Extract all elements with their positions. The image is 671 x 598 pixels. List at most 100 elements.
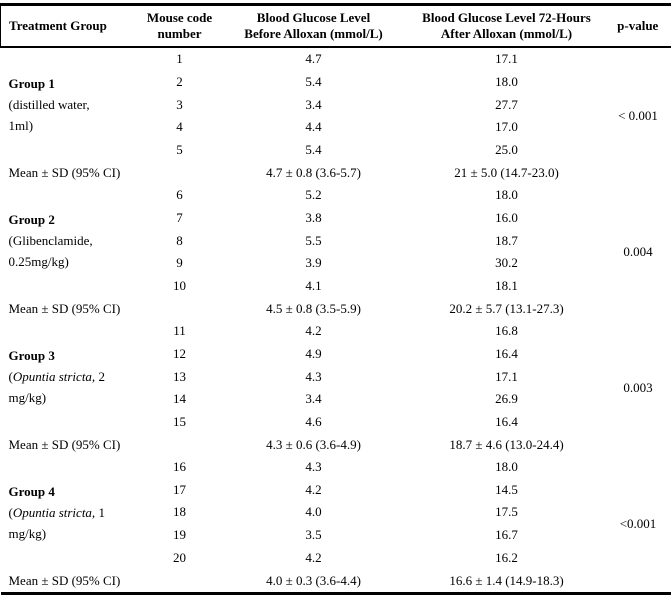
after-value-cell: 25.0 <box>495 141 518 157</box>
after-value-cell: 17.1 <box>495 368 518 384</box>
empty-cell <box>141 569 219 593</box>
column-header-3: Blood Glucose Level Before Alloxan (mmol… <box>218 3 409 48</box>
mean-row: Mean ± SD (95% CI) 4.7 ± 0.8 (3.6-5.7) 21 … <box>1 161 671 184</box>
mouse-number-cell: 17 <box>173 481 186 497</box>
before-value-cell: 3.4 <box>305 391 322 407</box>
p-value-cell: 0.003 <box>623 379 653 395</box>
mouse-number-cell: 9 <box>176 255 183 271</box>
column-header-4: Blood Glucose Level 72-Hours After Allox… <box>408 3 605 48</box>
table-row: Group 3 (Opuntia stricta, 2 mg/kg) 11 4.2 16… <box>1 320 671 405</box>
after-value-cell: 16.8 <box>495 323 518 339</box>
p-value-cell: <0.001 <box>619 515 657 531</box>
mean-after-cell: 20.2 ± 5.7 (13.1-27.3) <box>449 300 564 316</box>
table-row: 13 4.3 17.1 <box>1 365 671 388</box>
group-label: Group 3 (Opuntia stricta, 2 mg/kg) <box>1 320 141 433</box>
mouse-number-cell: 12 <box>173 345 186 361</box>
before-value-cell: 4.6 <box>305 413 322 429</box>
mouse-number-cell: 11 <box>173 323 186 339</box>
before-value-cell: 4.4 <box>305 119 322 135</box>
empty-cell <box>141 161 219 184</box>
group-desc: (distilled water, 1ml) <box>8 97 90 134</box>
table-row: 7 3.8 16.0 <box>1 207 671 230</box>
after-value-cell: 16.7 <box>495 527 518 543</box>
mouse-number-cell: 15 <box>173 413 186 429</box>
table-row: 14 3.4 26.9 <box>1 388 671 411</box>
mouse-number-cell: 2 <box>176 74 183 90</box>
mean-row: Mean ± SD (95% CI) 4.0 ± 0.3 (3.6-4.4) 16.… <box>1 569 671 593</box>
mean-before-cell: 4.7 ± 0.8 (3.6-5.7) <box>266 164 361 180</box>
after-value-cell: 18.7 <box>495 232 518 248</box>
mouse-number-cell: 5 <box>176 141 183 157</box>
mouse-number-cell: 14 <box>173 391 186 407</box>
group-name: Group 2 <box>8 212 55 228</box>
table-row: 15 4.6 16.4 <box>1 411 671 434</box>
mean-before-cell: 4.0 ± 0.3 (3.6-4.4) <box>266 572 361 588</box>
mean-after-cell: 21 ± 5.0 (14.7-23.0) <box>454 164 559 180</box>
before-value-cell: 5.4 <box>305 74 322 90</box>
before-value-cell: 3.4 <box>305 96 322 112</box>
table-body: Group 1 (distilled water, 1ml) 1 4.7 17.1 < 0… <box>1 47 671 594</box>
header-row: Treatment Group Mouse code number Blood Gl… <box>0 3 671 48</box>
table-row: 10 4.1 18.1 <box>1 275 671 298</box>
before-value-cell: 4.9 <box>305 345 322 361</box>
mouse-number-cell: 18 <box>173 504 186 520</box>
before-value-cell: 4.2 <box>305 323 322 339</box>
table-row: 5 5.4 25.0 <box>1 139 671 162</box>
before-value-cell: 4.1 <box>305 277 322 293</box>
before-value-cell: 4.0 <box>305 504 322 520</box>
mean-row: Mean ± SD (95% CI) 4.5 ± 0.8 (3.5-5.9) 20.… <box>1 297 671 320</box>
before-value-cell: 5.4 <box>305 141 322 157</box>
group-desc: (Opuntia stricta, 1 mg/kg) <box>8 504 105 541</box>
group-label: Group 2 (Glibenclamide, 0.25mg/kg) <box>1 184 141 297</box>
before-value-cell: 4.2 <box>305 549 322 565</box>
after-value-cell: 18.0 <box>495 187 518 203</box>
table-row: 8 5.5 18.7 <box>1 229 671 252</box>
mouse-number-cell: 20 <box>173 549 186 565</box>
before-value-cell: 4.7 <box>305 51 322 67</box>
blood-glucose-table: Treatment Group Mouse code number Blood Gl… <box>0 3 671 595</box>
after-value-cell: 27.7 <box>495 96 518 112</box>
table-row: 18 4.0 17.5 <box>1 501 671 524</box>
mean-label-cell: Mean ± SD (95% CI) <box>8 572 121 588</box>
after-value-cell: 16.0 <box>495 209 518 225</box>
group-name: Group 4 <box>8 483 55 499</box>
p-value-cell: < 0.001 <box>618 107 658 123</box>
empty-cell <box>141 297 219 320</box>
after-value-cell: 18.0 <box>495 459 518 475</box>
table-row: 19 3.5 16.7 <box>1 524 671 547</box>
table-row: 4 4.4 17.0 <box>1 116 671 139</box>
before-value-cell: 5.5 <box>305 232 322 248</box>
table-row: Group 2 (Glibenclamide, 0.25mg/kg) 6 5.2 18.… <box>1 184 671 269</box>
after-value-cell: 16.4 <box>495 345 518 361</box>
mouse-number-cell: 3 <box>176 96 183 112</box>
mean-after-cell: 18.7 ± 4.6 (13.0-24.4) <box>449 436 564 452</box>
table-row: 3 3.4 27.7 <box>1 93 671 116</box>
after-value-cell: 18.0 <box>495 74 518 90</box>
table-row: Group 1 (distilled water, 1ml) 1 4.7 17.1 < 0… <box>1 47 671 133</box>
before-value-cell: 4.2 <box>305 481 322 497</box>
table-row: Group 4 (Opuntia stricta, 1 mg/kg) 16 4.3 18… <box>1 456 671 541</box>
before-value-cell: 3.9 <box>305 255 322 271</box>
group-name: Group 3 <box>8 348 55 364</box>
mouse-number-cell: 6 <box>176 187 183 203</box>
after-value-cell: 16.4 <box>495 413 518 429</box>
mean-before-cell: 4.5 ± 0.8 (3.5-5.9) <box>266 300 361 316</box>
table-row: 17 4.2 14.5 <box>1 479 671 502</box>
after-value-cell: 26.9 <box>495 391 518 407</box>
mean-after-cell: 16.6 ± 1.4 (14.9-18.3) <box>449 572 564 588</box>
empty-cell <box>141 433 219 456</box>
table-header: Treatment Group Mouse code number Blood Gl… <box>0 3 671 48</box>
before-value-cell: 5.2 <box>305 187 322 203</box>
mouse-number-cell: 4 <box>176 119 183 135</box>
table-row: 9 3.9 30.2 <box>1 252 671 275</box>
mean-label-cell: Mean ± SD (95% CI) <box>8 300 121 316</box>
after-value-cell: 30.2 <box>495 255 518 271</box>
mean-before-cell: 4.3 ± 0.6 (3.6-4.9) <box>266 436 361 452</box>
table-row: 12 4.9 16.4 <box>1 343 671 366</box>
after-value-cell: 18.1 <box>495 277 518 293</box>
p-value-cell: 0.004 <box>623 243 653 259</box>
before-value-cell: 4.3 <box>305 368 322 384</box>
column-header-2: Mouse code number <box>140 3 219 48</box>
mouse-number-cell: 1 <box>176 51 183 67</box>
